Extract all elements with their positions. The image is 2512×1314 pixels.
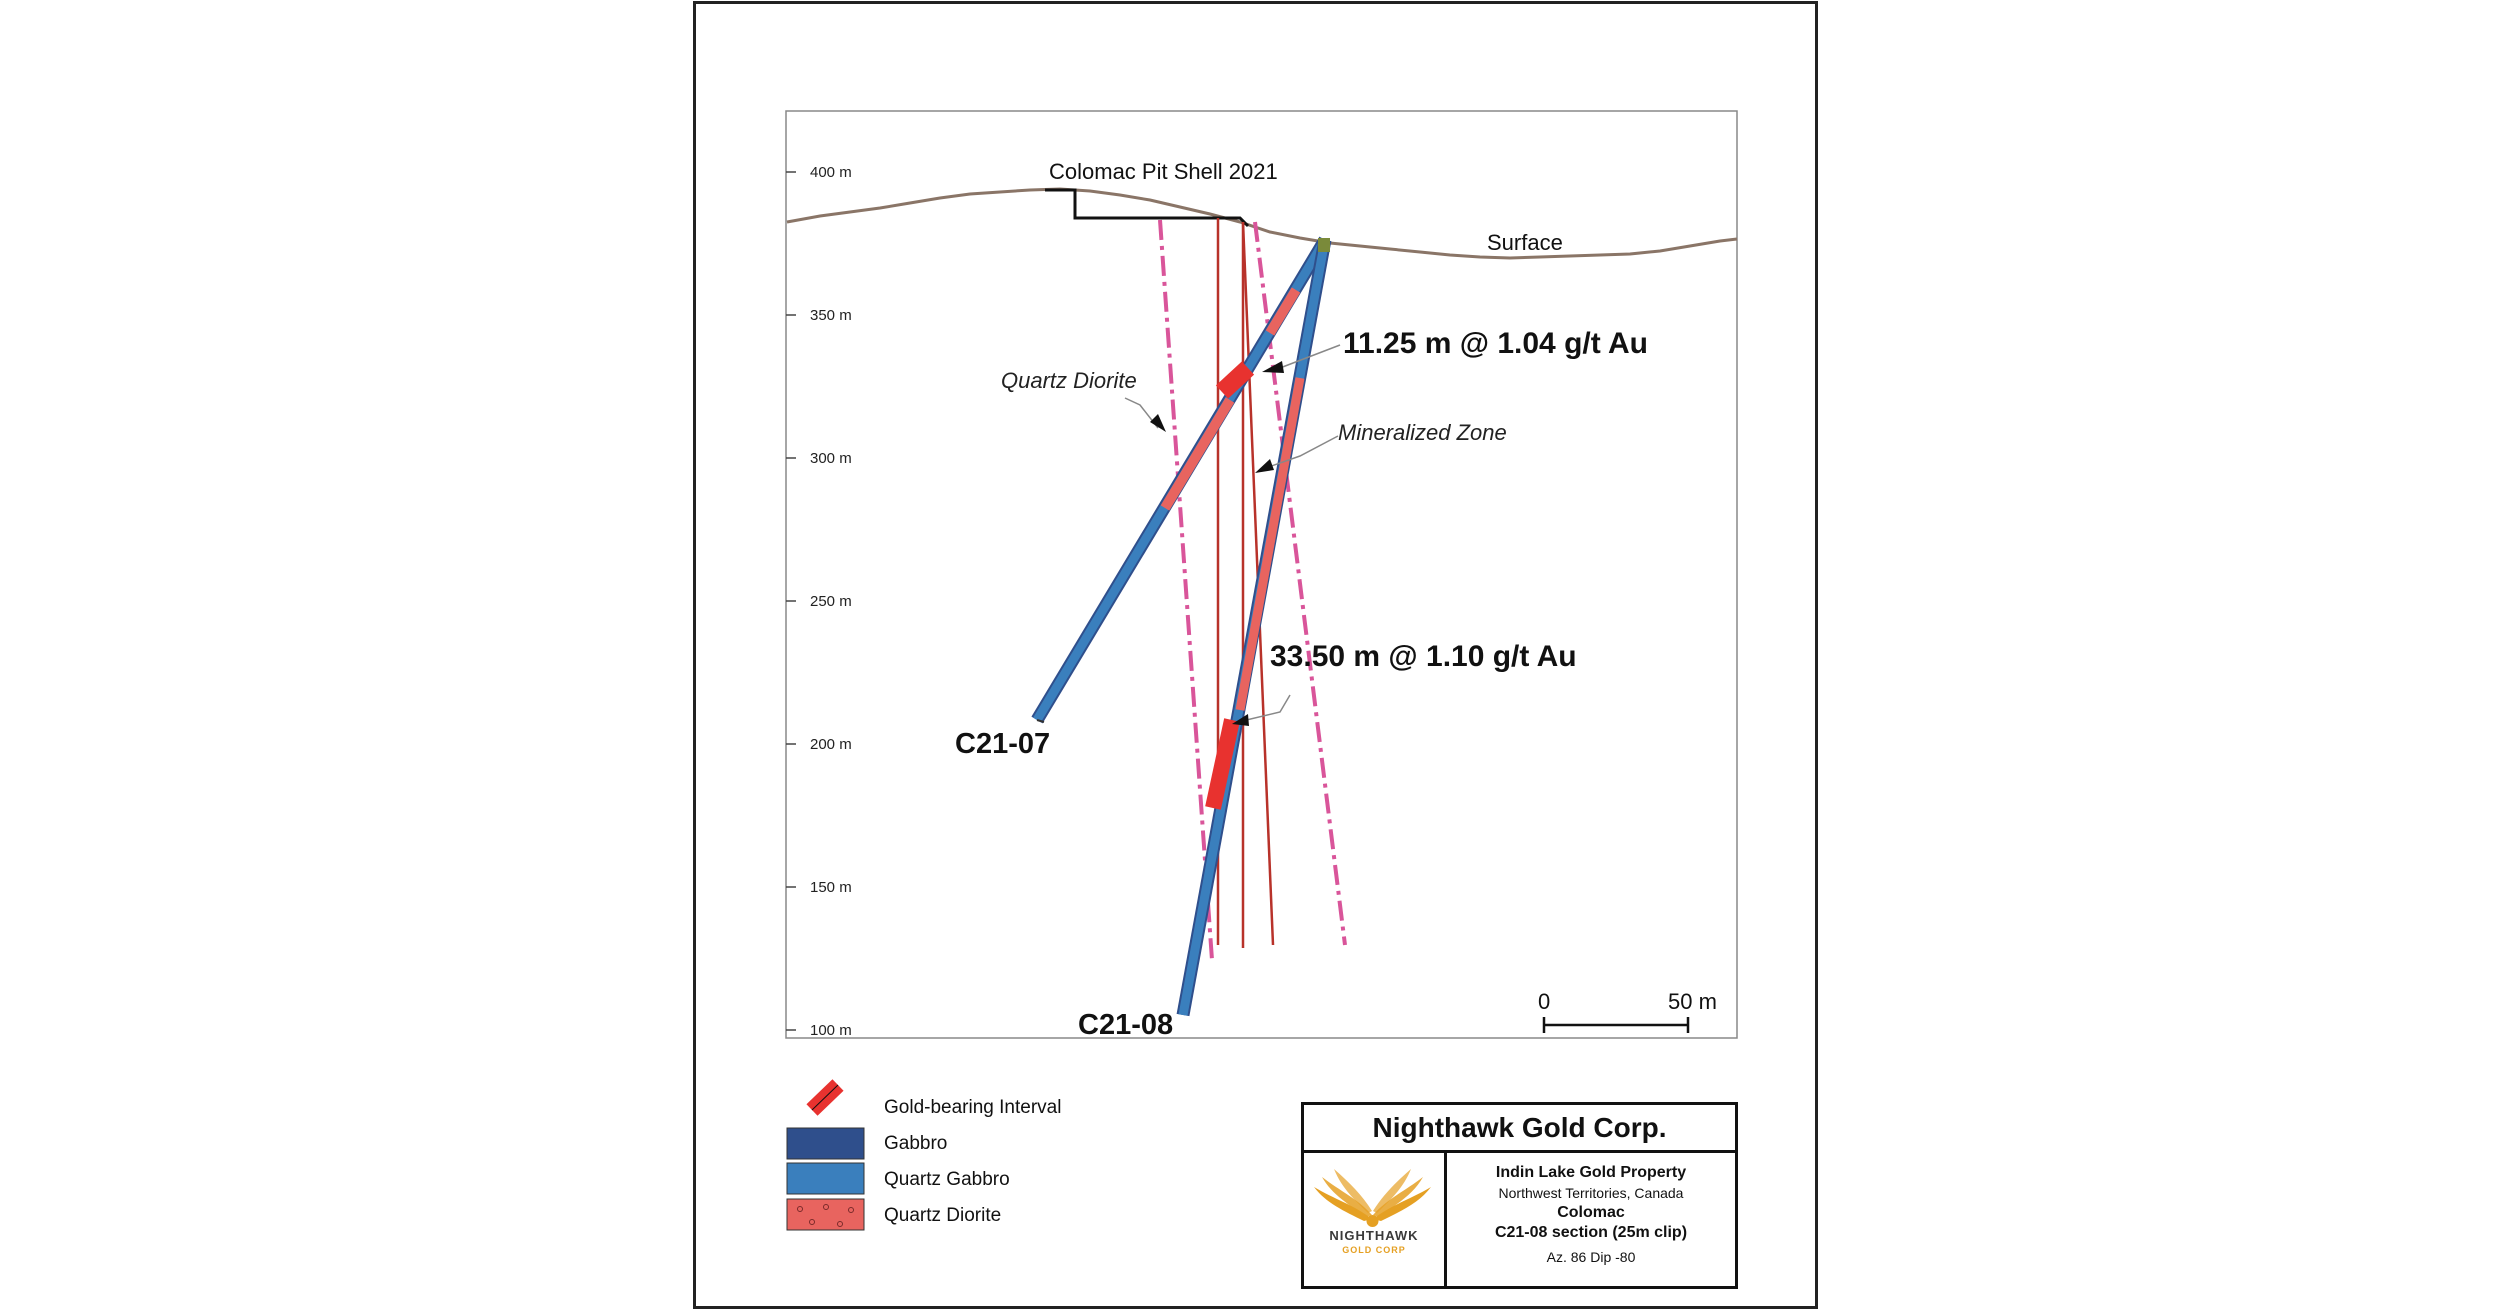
plot-area: [785, 110, 1738, 1039]
figure-frame: [693, 1, 1818, 1309]
legend-label-quartz-gabbro: Quartz Gabbro: [884, 1169, 1010, 1190]
collar-marker: [1318, 238, 1330, 252]
title-block: Nighthawk Gold Corp. NIGHTHAWK GOLD CORP…: [1301, 1102, 1738, 1289]
scale-bar-end-label: 50 m: [1668, 989, 1717, 1014]
hole-orientation: Az. 86 Dip -80: [1546, 1249, 1636, 1265]
hole-label-c21-08: C21-08: [1078, 1009, 1173, 1041]
drillhole-c21-07: [1031, 236, 1331, 724]
scale-bar: 0 50 m: [1538, 989, 1717, 1033]
quartz-diorite-label: Quartz Diorite: [1001, 368, 1137, 393]
arrowheads: [1150, 361, 1284, 726]
property-name: Indin Lake Gold Property: [1495, 1164, 1687, 1181]
legend: Gold-bearing Interval Gabbro Quartz Gabb…: [786, 1079, 1061, 1231]
pit-shell-outline: [1045, 188, 1250, 228]
surface-label: Surface: [1487, 230, 1563, 255]
y-tick-label-300: 300 m: [810, 450, 852, 467]
title-block-info: Indin Lake Gold Property Northwest Terri…: [1447, 1153, 1735, 1286]
y-tick-label-150: 150 m: [810, 879, 852, 896]
legend-label-gold-interval: Gold-bearing Interval: [884, 1097, 1061, 1118]
logo-subtext: GOLD CORP: [1342, 1245, 1406, 1255]
y-tick-label-100: 100 m: [810, 1022, 852, 1039]
legend-swatch-quartz-gabbro: [786, 1162, 865, 1195]
y-axis: 400 m 350 m 300 m 250 m 200 m 150 m 100 …: [786, 164, 852, 1039]
legend-gold-interval-symbol: [806, 1079, 844, 1116]
deposit-name: Colomac: [1557, 1204, 1625, 1221]
legend-swatch-gabbro: [786, 1127, 865, 1160]
scale-bar-start-label: 0: [1538, 989, 1550, 1014]
y-tick-label-250: 250 m: [810, 593, 852, 610]
mineralized-zone-label: Mineralized Zone: [1338, 420, 1507, 445]
pit-shell-label: Colomac Pit Shell 2021: [1049, 159, 1278, 184]
diorite-contact-lines: [1158, 219, 1347, 961]
leader-lines: [1124, 344, 1341, 723]
section-name: C21-08 section (25m clip): [1494, 1224, 1688, 1241]
hole-label-c21-07: C21-07: [955, 728, 1050, 760]
gold-interval-c21-08: [1205, 718, 1240, 810]
logo-wordmark: NIGHTHAWK: [1329, 1228, 1419, 1243]
intercept-label-c21-07: 11.25 m @ 1.04 g/t Au: [1343, 327, 1648, 360]
y-tick-label-200: 200 m: [810, 736, 852, 753]
legend-swatch-quartz-diorite: [786, 1198, 865, 1231]
surface-line: [786, 187, 1738, 260]
hawk-wings-icon: [1314, 1169, 1431, 1227]
legend-label-quartz-diorite: Quartz Diorite: [884, 1205, 1001, 1226]
y-tick-label-400: 400 m: [810, 164, 852, 181]
company-name: Nighthawk Gold Corp.: [1304, 1105, 1735, 1153]
drillhole-c21-08: [1176, 238, 1332, 1017]
intercept-label-c21-08: 33.50 m @ 1.10 g/t Au: [1270, 640, 1577, 673]
region-name: Northwest Territories, Canada: [1498, 1185, 1684, 1201]
legend-label-gabbro: Gabbro: [884, 1133, 947, 1154]
company-logo: NIGHTHAWK GOLD CORP: [1304, 1153, 1447, 1286]
gold-interval-c21-07: [1215, 361, 1255, 399]
y-tick-label-350: 350 m: [810, 307, 852, 324]
